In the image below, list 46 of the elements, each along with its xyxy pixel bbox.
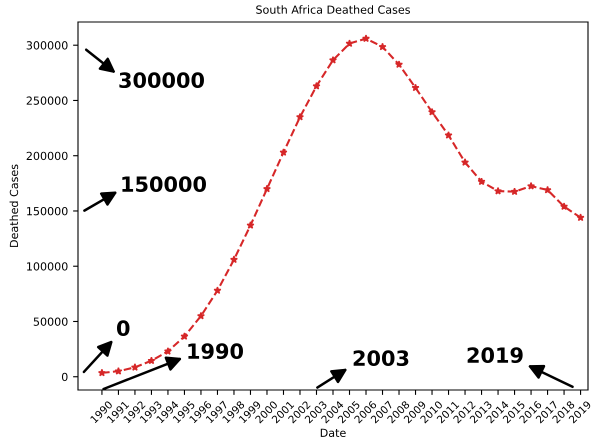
annotation: 2019 — [468, 347, 523, 364]
y-axis-title: Deathed Cases — [10, 164, 18, 247]
point — [510, 187, 519, 196]
point — [362, 34, 370, 42]
point — [494, 186, 502, 195]
point — [527, 182, 536, 190]
chart-title: South Africa Deathed Cases — [256, 5, 410, 14]
point — [196, 312, 205, 320]
annotation: 150000 — [122, 176, 206, 192]
point — [262, 184, 271, 192]
annotation: 1990 — [188, 343, 243, 360]
point — [279, 148, 288, 156]
y-tick-label: 250000 — [26, 96, 68, 105]
point — [346, 39, 354, 48]
point — [444, 131, 453, 139]
point — [213, 286, 222, 294]
y-tick-label: 200000 — [26, 152, 68, 160]
point — [412, 84, 420, 92]
point — [230, 255, 238, 264]
point — [378, 42, 387, 50]
y-tick-label: 150000 — [27, 206, 68, 216]
point — [296, 112, 304, 121]
point — [478, 178, 486, 186]
point — [130, 363, 139, 371]
point — [576, 213, 585, 222]
point — [246, 221, 254, 229]
point — [395, 60, 404, 68]
x-axis-title: Date — [320, 428, 346, 437]
point — [329, 56, 337, 64]
point — [560, 202, 568, 210]
y-tick-label: 300000 — [26, 41, 68, 50]
point — [164, 347, 172, 355]
point — [544, 186, 552, 194]
point — [114, 367, 122, 375]
y-tick-label: 0 — [62, 372, 68, 382]
annotation: 2003 — [354, 350, 408, 366]
point — [98, 368, 106, 376]
annotation: 300000 — [119, 72, 204, 88]
y-tick-label: 50000 — [34, 317, 68, 326]
y-tick-label: 100000 — [27, 262, 68, 271]
annotation: 0 — [116, 320, 130, 336]
point — [461, 158, 470, 166]
point — [147, 356, 156, 364]
point — [428, 108, 436, 116]
point — [312, 82, 320, 90]
point — [180, 332, 188, 340]
